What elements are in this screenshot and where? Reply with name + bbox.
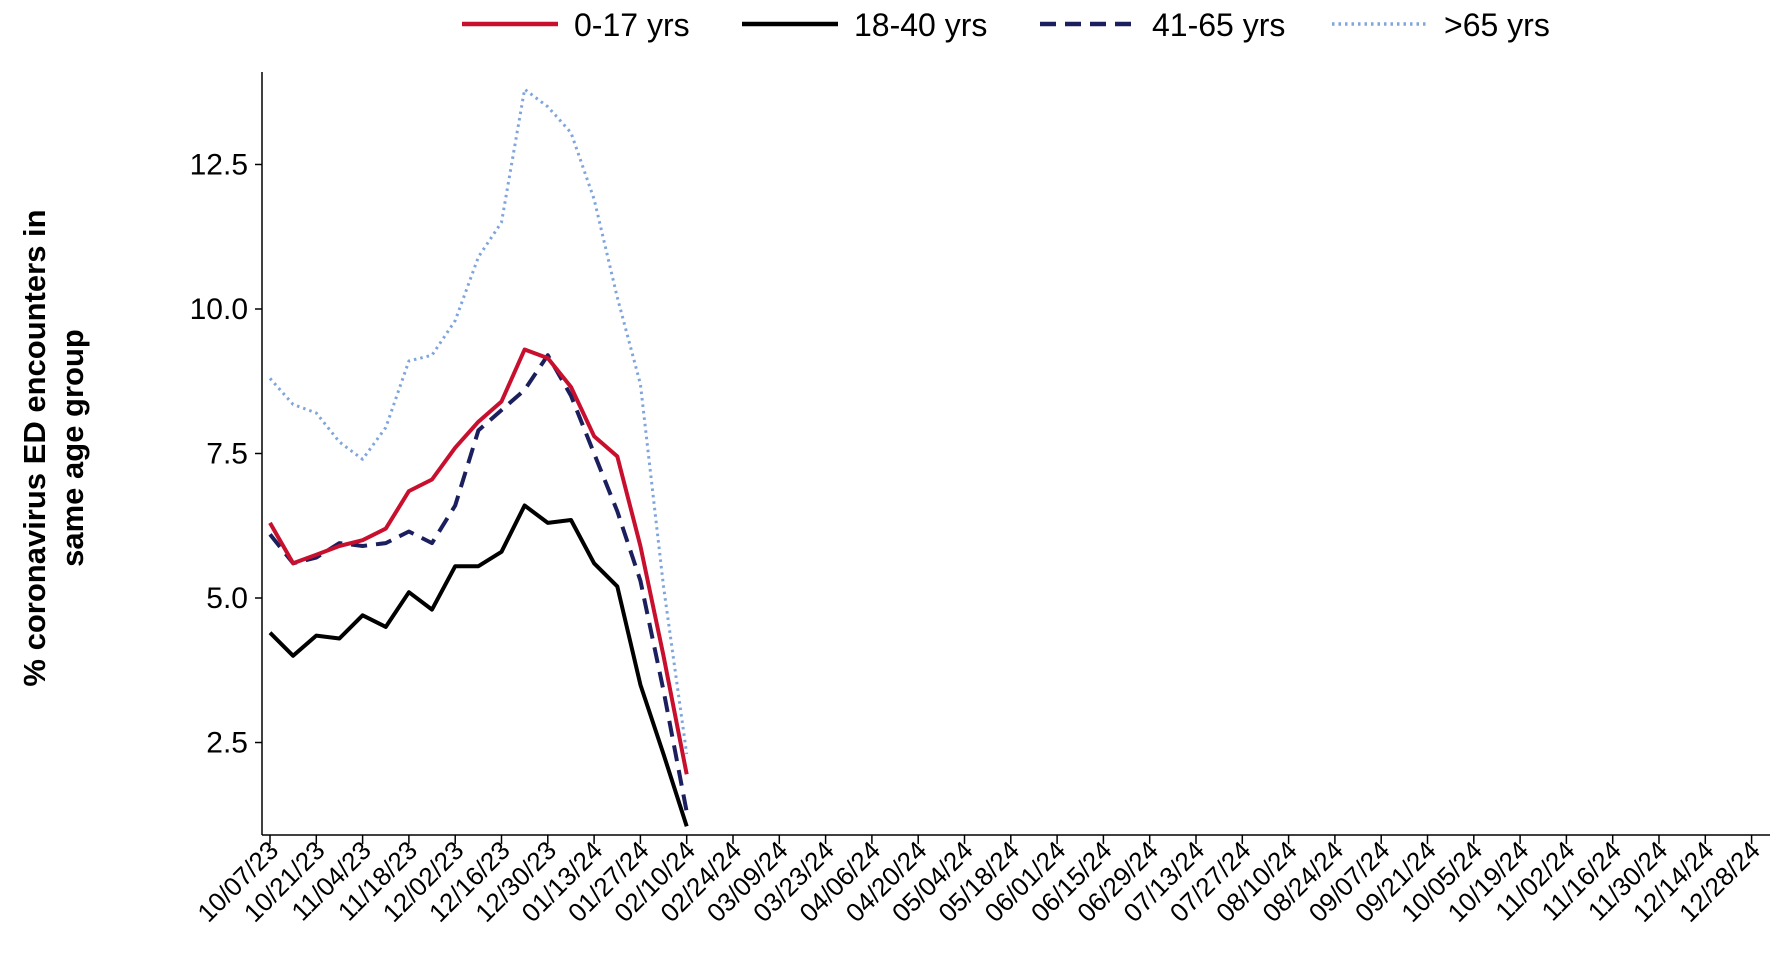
legend-label: >65 yrs: [1444, 7, 1550, 43]
series-lines: [268, 87, 689, 827]
y-tick-label: 12.5: [190, 148, 248, 181]
series-line-18-40-yrs: [268, 503, 689, 827]
y-tick-label: 10.0: [190, 293, 248, 326]
legend: 0-17 yrs 18-40 yrs 41-65 yrs >65 yrs: [462, 7, 1550, 43]
series-line-0-17-yrs: [268, 347, 689, 775]
y-tick-label: 2.5: [206, 727, 248, 760]
y-axis-title-line-2: same age group: [55, 329, 90, 567]
y-tick-label: 7.5: [206, 438, 248, 471]
legend-label: 41-65 yrs: [1152, 7, 1285, 43]
legend-label: 0-17 yrs: [574, 7, 690, 43]
y-tick-label: 5.0: [206, 582, 248, 615]
x-ticks: 10/07/2310/21/2311/04/2311/18/2312/02/23…: [191, 835, 1766, 928]
y-axis-title-line-1: % coronavirus ED encounters in: [17, 209, 52, 686]
y-ticks: 2.5 5.0 7.5 10.0 12.5: [190, 148, 262, 760]
y-axis-title: % coronavirus ED encounters in same age …: [17, 209, 90, 686]
series-line-65-yrs: [268, 87, 689, 755]
series-line-41-65-yrs: [268, 353, 689, 813]
legend-label: 18-40 yrs: [854, 7, 987, 43]
